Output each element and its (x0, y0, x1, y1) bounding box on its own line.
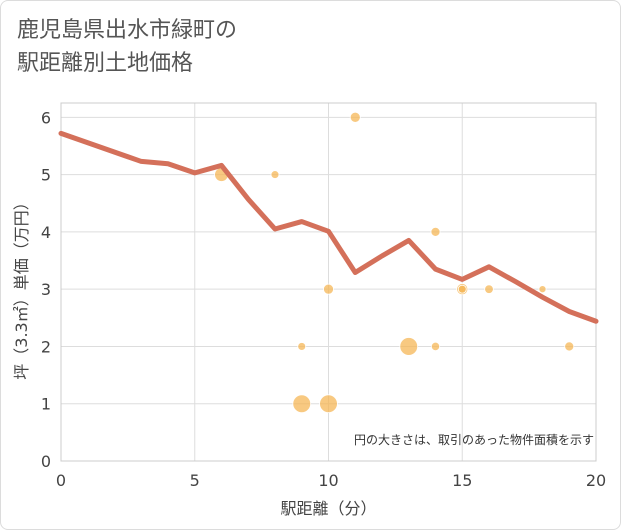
bubble-point-5 (319, 394, 338, 414)
average-price-line (58, 130, 599, 324)
chart-title: 鹿児島県出水市緑町の 駅距離別土地価格 (17, 14, 237, 80)
bubble-point-9 (430, 341, 441, 352)
y-axis-ticks: 0 1 2 3 4 5 6 (41, 108, 51, 471)
bubble-point-1 (270, 170, 280, 179)
bubble-point-4 (323, 283, 334, 295)
x-tick-label-0: 0 (56, 471, 66, 490)
bubble-point-6 (349, 111, 361, 123)
y-tick-label-3: 3 (41, 280, 51, 299)
x-tick-label-10: 10 (318, 471, 338, 490)
y-tick-label-2: 2 (41, 337, 51, 356)
y-tick-label-5: 5 (41, 166, 51, 185)
bubble-point-12 (484, 284, 494, 294)
chart-title-line-1: 鹿児島県出水市緑町の (17, 18, 238, 43)
x-axis-ticks: 0 5 10 15 20 (56, 471, 606, 490)
bubble-point-11 (457, 284, 467, 294)
bubble-point-7 (399, 337, 419, 356)
x-tick-label-15: 15 (452, 471, 472, 490)
bubble-point-3 (292, 394, 312, 414)
bubble-point-14 (564, 341, 575, 352)
x-tick-label-5: 5 (190, 471, 200, 490)
x-tick-label-20: 20 (586, 471, 606, 490)
chart-title-line-2: 駅距離別土地価格 (17, 51, 194, 76)
y-tick-label-0: 0 (41, 452, 51, 471)
y-tick-label-6: 6 (41, 108, 51, 127)
bubble-point-8 (430, 226, 441, 237)
average-price-line-series (58, 130, 599, 324)
y-tick-label-1: 1 (41, 395, 51, 414)
y-axis-label: 坪（3.3㎡）単価（万円） (12, 194, 31, 379)
bubble-series (214, 111, 575, 414)
bubble-size-note: 円の大きさは、取引のあった物件面積を示す (354, 432, 594, 447)
bubble-point-2 (297, 342, 307, 351)
y-tick-label-4: 4 (41, 223, 51, 242)
bubble-point-13 (538, 285, 547, 294)
x-axis-label: 駅距離（分） (280, 499, 376, 518)
plot-area (60, 102, 597, 462)
